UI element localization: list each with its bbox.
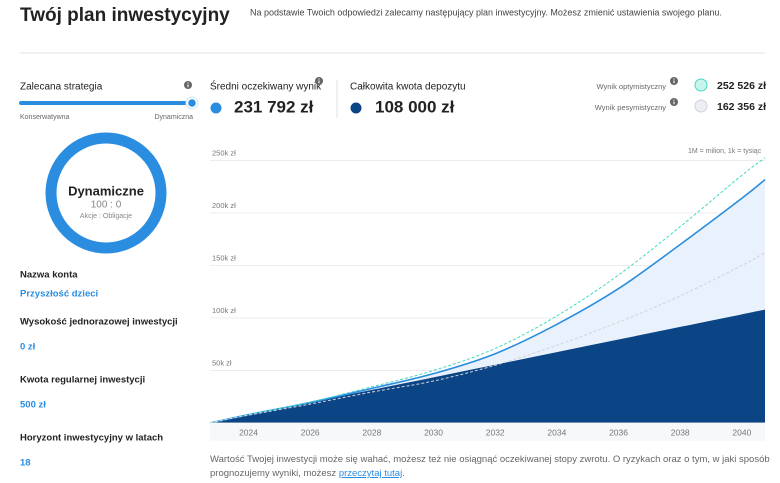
- legend-label: Średni oczekiwany wynik: [210, 80, 322, 93]
- field-value: 18: [20, 458, 31, 469]
- x-tick-label: 2026: [301, 427, 320, 437]
- legend-swatch: [350, 102, 362, 114]
- strategy-donut: [45, 132, 167, 254]
- field-value: 500 zł: [20, 400, 46, 411]
- chart-annotation: 1M = milion, 1k = tysiąc: [688, 148, 762, 155]
- legend-label: Wynik optymistyczny: [596, 82, 666, 91]
- x-tick-label: 2040: [732, 427, 751, 437]
- x-tick-label: 2038: [671, 427, 690, 437]
- y-tick-label: 100k zł: [212, 306, 236, 315]
- strategy-name: Dynamiczne: [68, 183, 144, 198]
- x-tick-label: 2036: [609, 427, 628, 437]
- info-icon-dot: [187, 82, 189, 84]
- info-icon-dot: [318, 78, 320, 80]
- disclaimer-link[interactable]: przeczytaj tutaj: [338, 468, 403, 479]
- legend-swatch: [694, 99, 708, 113]
- series-line: [209, 252, 766, 424]
- disclaimer: Wartość Twojej inwestycji może się wahać…: [210, 453, 770, 481]
- y-tick-label: 50k zł: [212, 358, 232, 367]
- y-tick-label: 200k zł: [212, 201, 236, 210]
- strategy-slider-knob[interactable]: [186, 97, 198, 109]
- legend-total: 162 356 zł: [717, 101, 766, 113]
- field-value: Przyszłość dzieci: [20, 289, 98, 300]
- disclaimer-text: Wartość Twojej inwestycji może się wahać…: [210, 454, 770, 479]
- strategy-ratio-label: Akcje : Obligacje: [80, 213, 132, 220]
- page-subtitle: Na podstawie Twoich odpowiedzi zalecamy …: [250, 7, 722, 17]
- field-label: Nazwa konta: [20, 270, 78, 281]
- field-label: Kwota regularnej inwestycji: [20, 375, 145, 386]
- x-tick-label: 2024: [239, 427, 258, 437]
- y-tick-label: 250k zł: [212, 148, 236, 157]
- x-tick-label: 2032: [486, 427, 505, 437]
- page-title: Twój plan inwestycyjny: [20, 5, 230, 26]
- legend-label: Całkowita kwota depozytu: [350, 82, 466, 93]
- series-area: [210, 309, 765, 423]
- x-tick-label: 2028: [362, 427, 381, 437]
- field-value: 0 zł: [20, 342, 36, 353]
- strategy-label: Zalecana strategia: [20, 82, 103, 93]
- info-icon-dot: [673, 78, 675, 80]
- strategy-ratio: 100 : 0: [91, 200, 122, 211]
- field-label: Horyzont inwestycyjny w latach: [20, 433, 163, 444]
- disclaimer-end: .: [402, 468, 405, 479]
- legend-swatch: [694, 78, 708, 92]
- legend-total: 231 792 zł: [234, 97, 314, 116]
- x-tick-label: 2034: [547, 427, 566, 437]
- y-tick-label: 150k zł: [212, 253, 236, 262]
- field-label: Wysokość jednorazowej inwestycji: [20, 317, 178, 328]
- x-tick-label: 2030: [424, 427, 443, 437]
- series-line: [209, 157, 766, 424]
- info-icon-dot: [673, 99, 675, 101]
- slider-min-label: Konserwatywna: [20, 114, 70, 121]
- legend-label: Wynik pesymistyczny: [595, 103, 666, 112]
- legend-total: 252 526 zł: [717, 80, 766, 92]
- x-axis-band: [210, 423, 765, 441]
- series-line: [209, 178, 766, 424]
- slider-max-label: Dynamiczna: [154, 114, 193, 121]
- legend-total: 108 000 zł: [375, 97, 455, 116]
- legend-swatch: [210, 102, 222, 114]
